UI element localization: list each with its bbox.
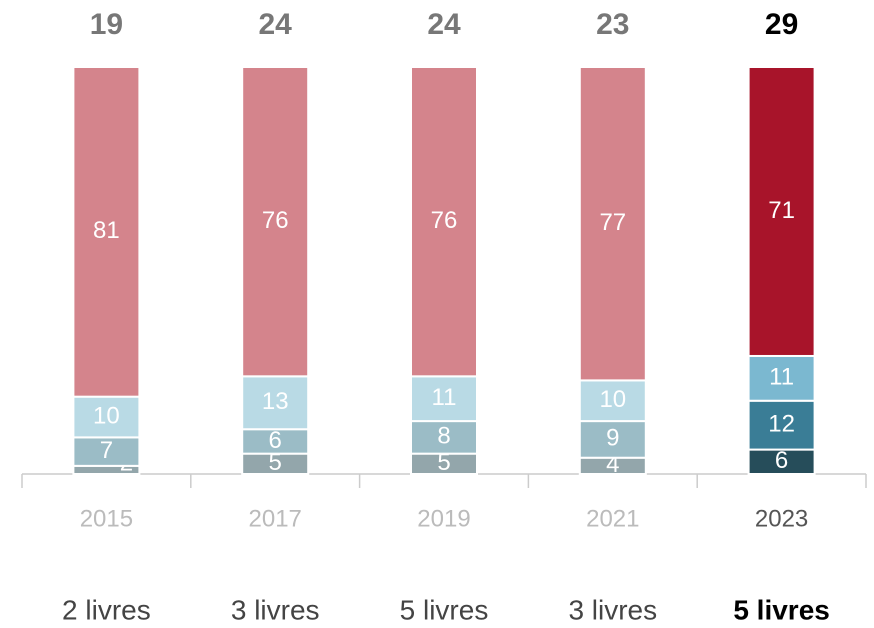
value-label: 10 [93,402,120,429]
total-label: 29 [765,8,798,41]
value-label: 13 [262,388,289,415]
note-label: 3 livres [568,594,657,625]
bar-segment [72,66,141,398]
note-label: 2 livres [62,594,151,625]
value-label: 11 [432,384,457,411]
bar-segment [747,448,816,475]
bar-segment [747,399,816,451]
x-tick-label: 2023 [755,505,808,532]
total-label: 24 [427,8,461,41]
value-label: 6 [775,447,788,474]
x-tick-label: 2021 [586,505,639,532]
bar-segment [410,375,478,423]
value-label: 5 [269,449,282,476]
total-label: 19 [90,8,123,41]
value-label: 7 [100,437,113,464]
x-tick-label: 2019 [417,505,470,532]
bar-segment [578,66,647,382]
note-label: 5 livres [733,594,830,625]
value-label: 76 [431,207,458,234]
value-label: 10 [599,386,626,413]
bar-segment [241,66,310,378]
bar-segment [72,395,141,439]
x-tick-label: 2017 [249,505,302,532]
value-label: 6 [269,427,282,454]
value-label: 8 [437,423,450,450]
bar-segment [410,66,478,378]
bar-segment [241,428,310,455]
value-label: 71 [768,197,795,224]
bar-segment [578,420,647,459]
total-label: 24 [259,8,293,41]
value-label: 77 [599,209,626,236]
note-label: 5 livres [400,594,489,625]
bar-segment [747,66,816,357]
value-label: 81 [93,217,120,244]
value-label: 9 [606,425,619,452]
bar-segment [72,436,141,467]
value-label: 12 [768,411,795,438]
value-label: 76 [262,207,289,234]
total-label: 23 [596,8,629,41]
note-label: 3 livres [231,594,320,625]
value-label: 11 [769,364,794,391]
x-tick-label: 2015 [80,505,133,532]
bar-segment [241,375,310,431]
bar-segment [578,379,647,423]
value-label: 5 [437,449,450,476]
